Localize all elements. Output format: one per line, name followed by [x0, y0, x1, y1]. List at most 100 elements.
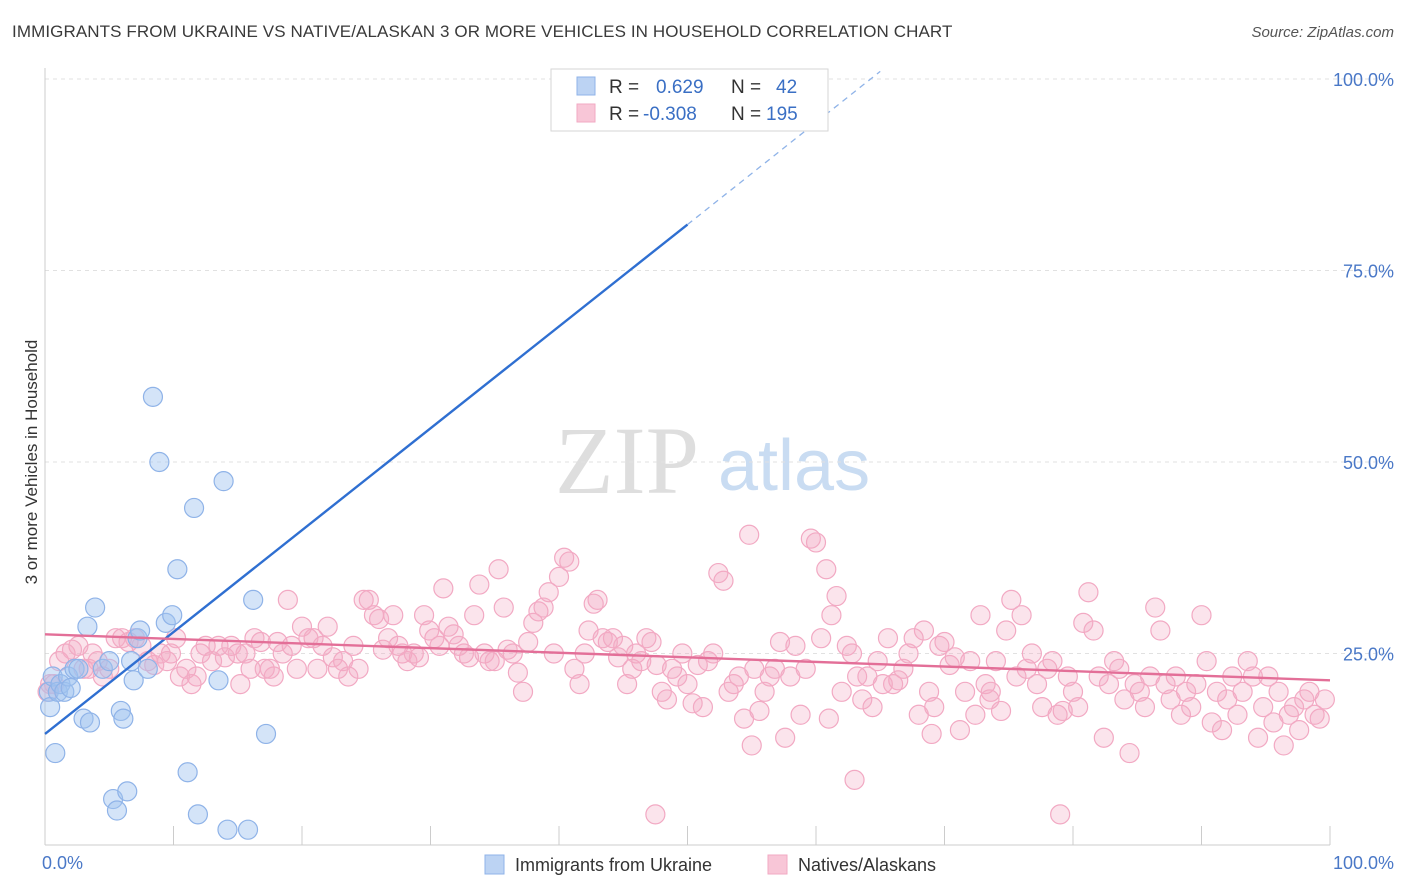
- legend-swatch-natives: [576, 103, 596, 123]
- natives-point-155: [831, 681, 852, 702]
- natives-point-82: [464, 605, 485, 626]
- natives-point-251: [844, 769, 865, 790]
- natives-point-96: [533, 597, 554, 618]
- natives-point-93: [518, 631, 539, 653]
- ukraine-point-37: [217, 819, 238, 840]
- zipatlas-watermark: ZIP atlas: [555, 407, 870, 514]
- natives-point-52: [312, 635, 333, 656]
- natives-point-175: [934, 631, 955, 653]
- ukraine-point-35: [208, 670, 229, 691]
- natives-point-137: [739, 524, 760, 545]
- legend-n-value-ukraine: 42: [776, 77, 797, 98]
- natives-point-130: [703, 643, 724, 664]
- natives-point-146: [785, 635, 806, 656]
- natives-point-144: [775, 727, 796, 748]
- natives-point-106: [583, 593, 604, 614]
- natives-point-36: [235, 643, 256, 664]
- natives-point-139: [749, 700, 770, 722]
- natives-point-190: [1011, 605, 1032, 626]
- natives-point-148: [795, 658, 816, 679]
- ukraine-point-4: [47, 681, 68, 702]
- ukraine-point-11: [73, 708, 94, 729]
- ukraine-point-26: [137, 658, 158, 679]
- ukraine-point-8: [60, 677, 81, 699]
- natives-point-256: [1050, 804, 1071, 825]
- natives-point-60: [353, 589, 374, 610]
- natives-point-203: [1078, 582, 1099, 603]
- legend-n-label-natives: N =: [731, 104, 761, 125]
- natives-point-54: [322, 647, 343, 668]
- ukraine-point-6: [54, 681, 75, 702]
- natives-point-228: [1206, 681, 1228, 702]
- natives-point-30: [201, 651, 223, 672]
- ukraine-trend-line: [44, 223, 689, 735]
- natives-point-25: [176, 658, 197, 679]
- y-tick-label-1: 50.0%: [1343, 453, 1394, 473]
- natives-point-171: [913, 620, 935, 641]
- legend-r-value-ukraine: 0.629: [656, 77, 704, 98]
- natives-point-223: [1181, 697, 1202, 718]
- natives-point-123: [667, 666, 688, 687]
- natives-point-168: [898, 643, 919, 664]
- ukraine-point-36: [213, 471, 234, 492]
- natives-point-83: [469, 574, 490, 595]
- y-tick-label-2: 75.0%: [1343, 262, 1394, 282]
- ukraine-point-34: [187, 804, 209, 825]
- natives-point-140: [754, 681, 775, 702]
- natives-point-72: [413, 605, 435, 626]
- natives-point-59: [348, 658, 369, 679]
- series-label-ukraine: Immigrants from Ukraine: [515, 855, 712, 875]
- ukraine-point-2: [42, 666, 63, 687]
- natives-point-153: [821, 605, 842, 626]
- natives-point-216: [1145, 597, 1166, 618]
- stats-legend: R = 0.629 N = 42 R = -0.308 N = 195: [550, 68, 829, 132]
- source-credit: Source: ZipAtlas.com: [1251, 24, 1394, 41]
- legend-n-label-ukraine: N =: [731, 77, 761, 98]
- natives-point-250: [645, 804, 666, 825]
- natives-point-107: [587, 589, 608, 610]
- natives-point-97: [538, 582, 559, 603]
- ukraine-point-20: [113, 708, 134, 729]
- natives-point-162: [867, 651, 888, 672]
- natives-point-47: [286, 658, 307, 679]
- natives-point-238: [1258, 666, 1279, 687]
- natives-point-217: [1150, 620, 1171, 641]
- series-swatch-ukraine: [484, 854, 505, 875]
- legend-box: [550, 68, 829, 132]
- natives-point-237: [1253, 697, 1274, 718]
- natives-point-249: [1314, 689, 1335, 710]
- natives-point-232: [1227, 704, 1248, 725]
- ukraine-point-27: [142, 386, 164, 407]
- ukraine-point-25: [129, 620, 151, 641]
- natives-point-4: [55, 643, 76, 664]
- natives-point-128: [692, 697, 714, 718]
- data-points: [37, 68, 1335, 840]
- natives-trend-line: [44, 633, 1331, 682]
- natives-point-64: [372, 639, 394, 660]
- trend-lines: [44, 70, 1331, 735]
- ukraine-point-21: [117, 781, 138, 802]
- natives-point-126: [682, 693, 703, 714]
- ukraine-point-16: [99, 651, 120, 672]
- natives-point-243: [1283, 697, 1305, 718]
- natives-point-158: [847, 666, 868, 687]
- natives-point-92: [512, 681, 534, 702]
- natives-point-201: [1068, 697, 1089, 718]
- natives-point-81: [458, 647, 480, 668]
- natives-point-233: [1232, 681, 1253, 702]
- natives-point-180: [960, 651, 981, 672]
- chart-title: IMMIGRANTS FROM UKRAINE VS NATIVE/ALASKA…: [12, 22, 953, 41]
- natives-point-224: [1186, 674, 1207, 695]
- natives-point-46: [281, 635, 302, 656]
- natives-point-90: [502, 643, 523, 664]
- natives-point-118: [641, 631, 662, 653]
- natives-point-236: [1247, 727, 1269, 748]
- natives-point-51: [307, 658, 328, 679]
- natives-point-32: [214, 647, 235, 668]
- legend-r-value-natives: -0.308: [643, 104, 697, 125]
- ukraine-point-12: [77, 616, 98, 637]
- ukraine-point-23: [123, 670, 144, 691]
- natives-point-182: [970, 605, 991, 626]
- natives-point-184: [980, 681, 1001, 702]
- natives-point-220: [1165, 666, 1186, 687]
